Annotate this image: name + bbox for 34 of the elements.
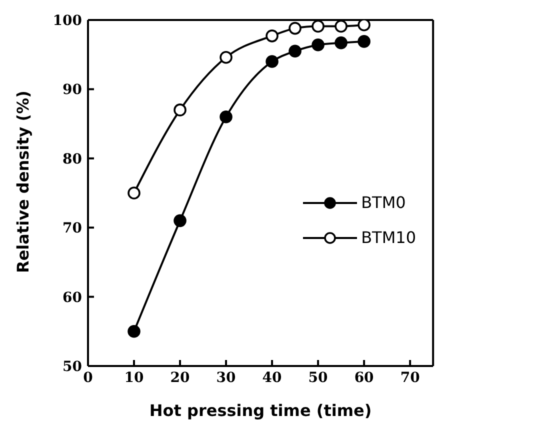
point (358, 20, 370, 32)
point (220, 110, 232, 124)
x-tick-label: 0 (83, 370, 94, 386)
point (266, 55, 278, 68)
y-tick-label: 100 (52, 12, 82, 29)
point (128, 325, 140, 338)
x-tick-label: 70 (400, 370, 420, 386)
x-axis-title: Hot pressing time (time) (149, 401, 372, 420)
point (312, 38, 324, 52)
y-tick-label: 80 (62, 151, 82, 168)
y-tick-label: 70 (62, 220, 82, 237)
point (174, 214, 186, 228)
x-tick-label: 30 (216, 370, 236, 386)
y-tick-label: 60 (62, 290, 82, 306)
y-tick-label: 50 (62, 358, 82, 375)
point (288, 44, 302, 58)
legend-label: BTM10 (361, 228, 416, 247)
y-axis-title: Relative density (%) (14, 90, 33, 273)
x-tick-label: 60 (354, 370, 374, 386)
x-tick-label: 50 (308, 370, 328, 386)
point (220, 50, 232, 64)
x-tick-label: 10 (124, 370, 144, 386)
point (266, 30, 278, 42)
legend-label: BTM0 (361, 193, 406, 212)
y-tick-label: 90 (62, 82, 82, 98)
point (334, 36, 348, 50)
x-tick-label: 40 (262, 370, 282, 386)
point (288, 22, 302, 35)
point (312, 20, 324, 33)
x-tick-label: 20 (170, 370, 190, 386)
point (174, 104, 186, 116)
point (128, 186, 140, 200)
point (334, 20, 348, 33)
point (358, 35, 370, 48)
